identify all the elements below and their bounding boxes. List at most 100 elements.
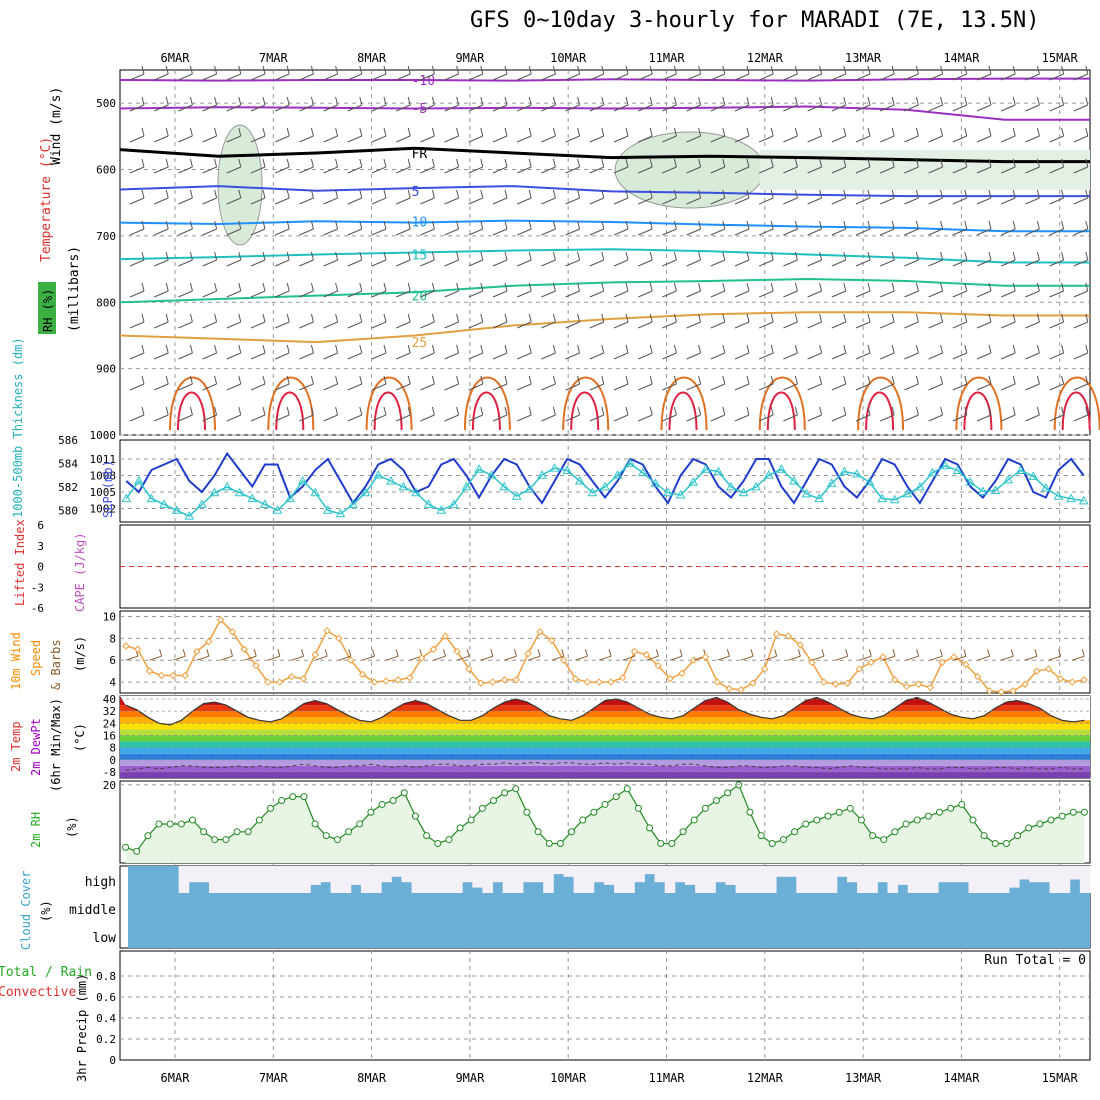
temperature-axis-label: Temperature (°C) (39, 137, 54, 262)
pressure-axis-label: (millibars) (67, 246, 82, 332)
thickness-point (197, 499, 207, 508)
wind-barb (565, 375, 581, 391)
wind-barb (517, 313, 532, 329)
wind-barb (952, 158, 968, 174)
rh2m-point (345, 828, 353, 836)
wind-barb (759, 282, 774, 298)
wind-barb (347, 282, 363, 298)
thickness-tick-label: 584 (58, 457, 78, 470)
wind10-point (358, 670, 367, 679)
rh2m-point (467, 816, 475, 824)
wind-barb (226, 375, 242, 391)
wind10-point (370, 678, 379, 686)
thickness-point (625, 458, 636, 467)
isotherm--5 (119, 105, 1090, 121)
wind-barb (347, 65, 363, 81)
rh2m-point (779, 836, 787, 844)
wind10-point (441, 632, 450, 640)
wind-barb (178, 96, 193, 112)
wind-barb (1001, 127, 1016, 143)
wind-barb (759, 251, 774, 267)
cloud-gap (695, 866, 706, 893)
wind-barb (492, 96, 508, 112)
wind-barb (299, 65, 314, 81)
cloud-gap (512, 866, 524, 893)
wind-barb (323, 313, 339, 329)
wind-barb (444, 189, 460, 205)
wind-barb (831, 406, 847, 422)
thickness-point (1003, 474, 1013, 484)
wind-barb (783, 406, 798, 422)
wind-barb (420, 158, 435, 174)
thickness-point (171, 505, 182, 514)
wind10-barb (386, 649, 399, 661)
isotherm-label: 15 (412, 248, 428, 263)
wind10-point (216, 616, 225, 624)
cloud-gap (705, 866, 716, 893)
wind-barb (1073, 344, 1089, 360)
wind-barb (371, 220, 387, 236)
cloud-gap (796, 866, 807, 893)
isotherm-label: 25 (412, 336, 428, 351)
wind-barb (250, 251, 266, 267)
wind10-barb (527, 649, 541, 661)
wind-barb (202, 158, 218, 174)
wind-barb (662, 189, 677, 205)
wind10-point (524, 649, 532, 658)
cloud-gap (654, 866, 666, 883)
wind-barb (880, 127, 895, 143)
wind10-point (169, 671, 177, 680)
temp-band (120, 705, 1090, 712)
wind-barb (565, 96, 581, 112)
cloud-gap (198, 866, 210, 883)
wind-barb (154, 406, 169, 422)
thickness-point (159, 499, 169, 508)
isotherm-label: 10 (412, 215, 428, 230)
cloud-gap (553, 866, 564, 875)
rh2m-point (969, 816, 977, 824)
cape-axis-label: CAPE (J/kg) (73, 533, 87, 612)
wind10-axis-label: 10m Wind (9, 632, 23, 690)
wind-barb (638, 127, 653, 143)
wind-barb (855, 344, 871, 360)
rh2m-point (1058, 812, 1066, 820)
thickness-point (675, 490, 686, 499)
panel-frame-wind10 (119, 610, 1091, 694)
wind-barb (831, 65, 847, 81)
wind10-point (808, 658, 816, 667)
wind-barb (952, 406, 968, 422)
thickness-point (209, 487, 220, 497)
wind-barb (1001, 251, 1016, 267)
wind-barb (928, 344, 944, 360)
wind-barb (807, 282, 823, 298)
wind-barb (662, 158, 677, 174)
wind-barb (638, 313, 653, 329)
cloud-gap (431, 866, 443, 893)
cloud-gap (776, 866, 787, 877)
wind-barb (734, 313, 750, 329)
cloud-gap (310, 866, 321, 885)
wind-barb (323, 65, 339, 81)
wind-barb (275, 65, 290, 81)
wind-barb (855, 282, 871, 298)
wind-barb (323, 251, 339, 267)
temp-band (120, 717, 1090, 724)
wind-barb (589, 189, 605, 205)
wind-barb (250, 65, 266, 81)
rh2m-point (913, 816, 921, 824)
cloud-gap (239, 866, 251, 893)
thickness-point (184, 511, 195, 520)
wind-barb (250, 344, 266, 360)
thickness-point (297, 475, 308, 485)
wind-barb (347, 189, 363, 205)
wind-barb (129, 65, 145, 81)
low-isotherm (660, 376, 708, 431)
wind-barb (275, 406, 290, 422)
wind10-barb (291, 649, 305, 661)
wind-barb (444, 127, 460, 143)
wind-barb (371, 127, 387, 143)
chart-title: GFS 0~10day 3-hourly for MARADI (7E, 13.… (470, 8, 1040, 33)
wind-barb (880, 251, 895, 267)
wind10-unit-label: (m/s) (73, 636, 87, 672)
rh2m-point (857, 816, 865, 824)
